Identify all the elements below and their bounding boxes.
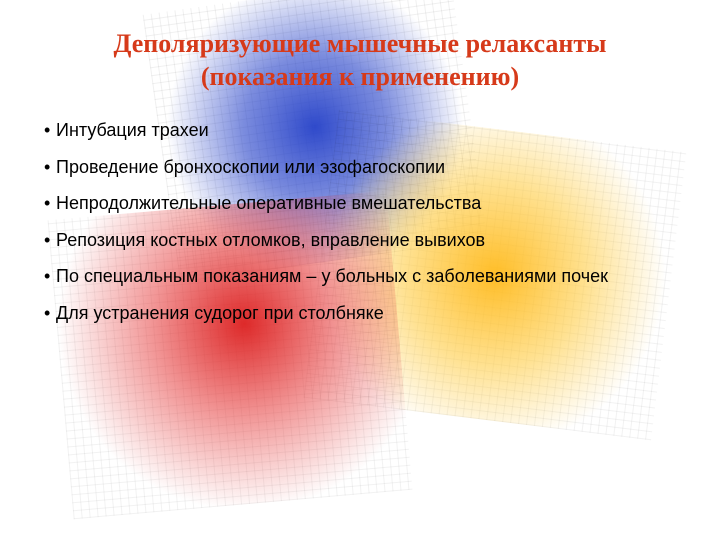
list-item: Репозиция костных отломков, вправление в… [56, 229, 700, 252]
list-item: Непродолжительные оперативные вмешательс… [56, 192, 700, 215]
list-item: По специальным показаниям – у больных с … [56, 265, 700, 288]
list-item: Интубация трахеи [56, 119, 700, 142]
slide-content: Деполяризующие мышечные релаксанты (пока… [0, 0, 720, 324]
title-line-2: (показания к применению) [201, 62, 519, 91]
indications-list: Интубация трахеи Проведение бронхоскопии… [20, 119, 700, 324]
list-item: Проведение бронхоскопии или эзофагоскопи… [56, 156, 700, 179]
title-line-1: Деполяризующие мышечные релаксанты [114, 29, 607, 58]
slide-title: Деполяризующие мышечные релаксанты (пока… [50, 28, 670, 93]
list-item: Для устранения судорог при столбняке [56, 302, 700, 325]
